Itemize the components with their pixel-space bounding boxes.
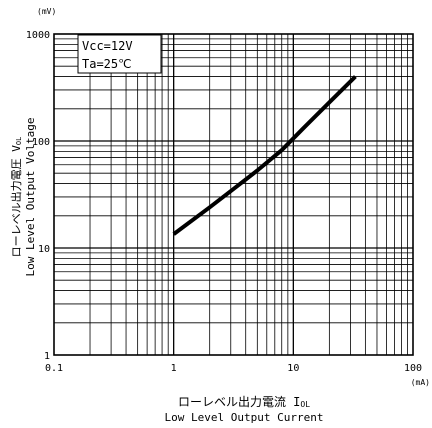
series-line — [172, 75, 357, 236]
y-unit: (mV) — [37, 7, 56, 16]
condition-vcc: Vcc=12V — [82, 39, 133, 53]
x-tick-label: 10 — [287, 363, 299, 374]
y-axis-label-jp: ローレベル出力電圧 VOL — [9, 137, 23, 258]
x-unit: (mA) — [411, 378, 430, 387]
condition-ta: Ta=25℃ — [82, 57, 132, 71]
y-axis-label-en: Low Level Output Voltage — [24, 118, 37, 277]
x-tick-label: 100 — [404, 363, 422, 374]
x-axis-label-en: Low Level Output Current — [165, 411, 324, 424]
plot-frame — [53, 33, 414, 356]
x-tick-label: 1 — [171, 363, 177, 374]
x-axis-label-jp: ローレベル出力電流 IOL — [178, 395, 310, 409]
conditions-box: Vcc=12V Ta=25℃ — [77, 34, 162, 74]
x-tick-label: 0.1 — [45, 363, 63, 374]
y-tick-label: 1000 — [26, 30, 50, 41]
grid-layer — [54, 34, 413, 355]
y-tick-label: 1 — [44, 351, 50, 362]
y-tick-label: 100 — [32, 137, 50, 148]
y-tick-label: 10 — [38, 244, 50, 255]
